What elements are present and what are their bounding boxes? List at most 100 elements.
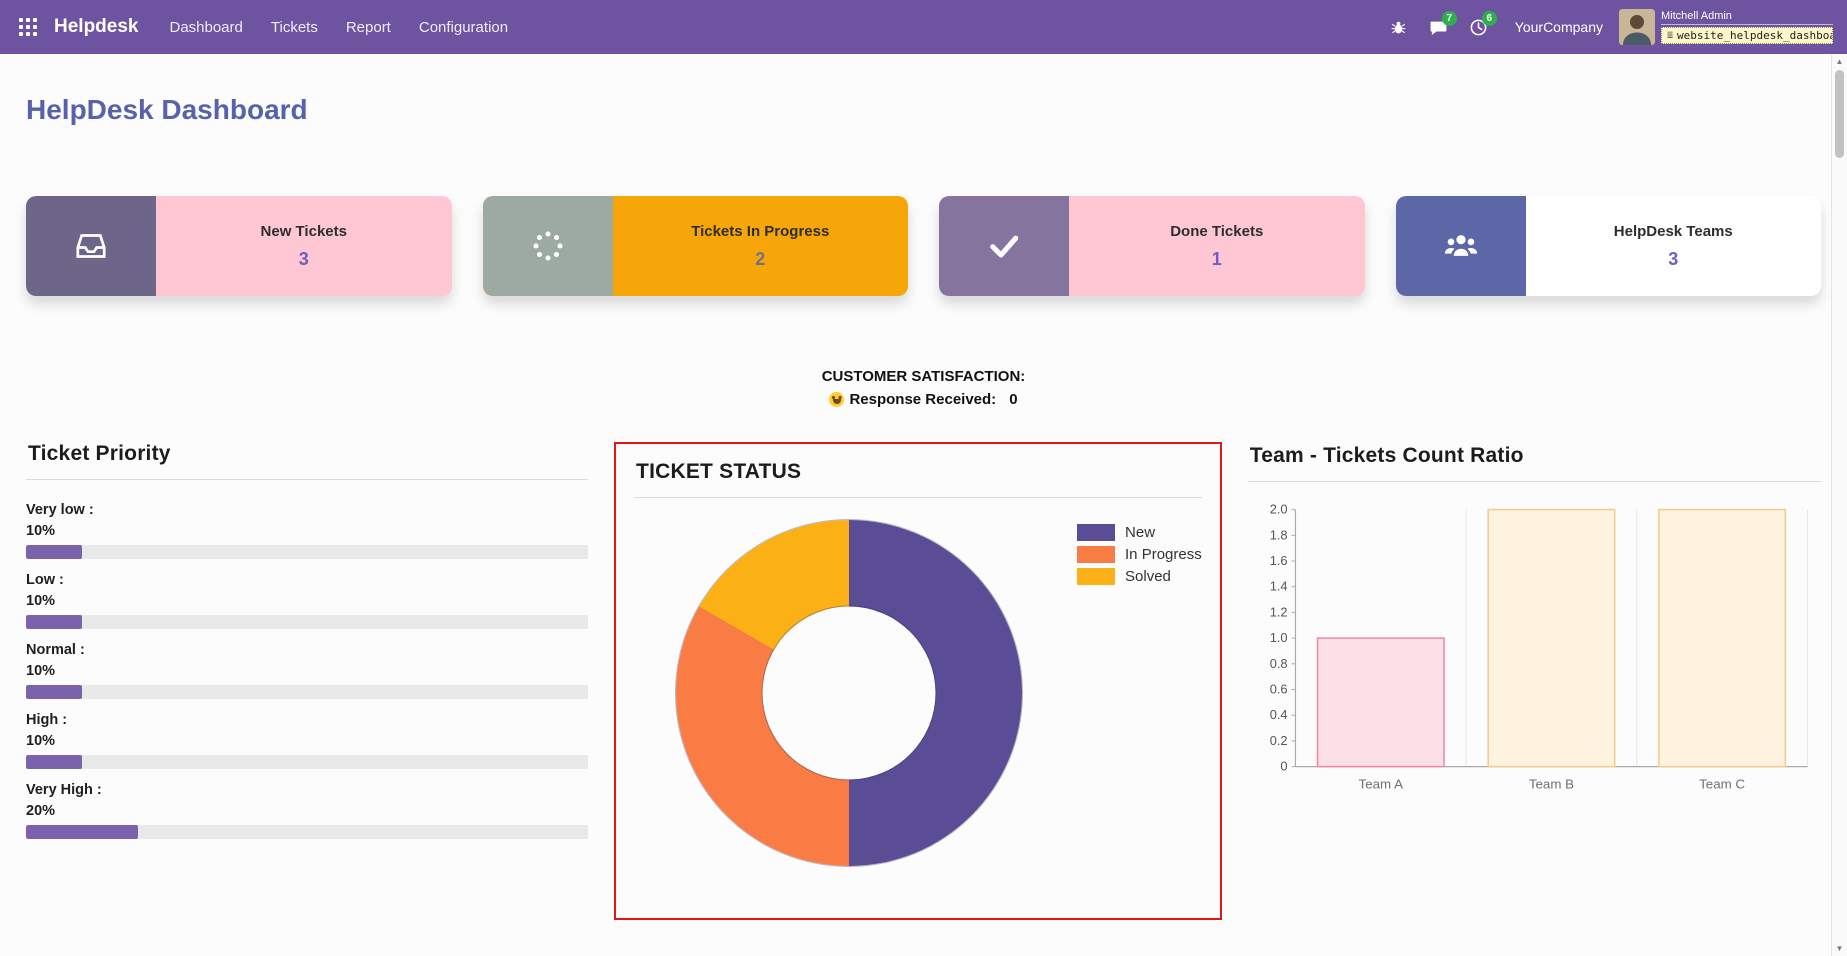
satisfaction-title: CUSTOMER SATISFACTION: bbox=[821, 368, 1026, 385]
svg-text:Team C: Team C bbox=[1699, 776, 1745, 791]
ticket-priority-title: Ticket Priority bbox=[26, 442, 589, 480]
svg-text:0.4: 0.4 bbox=[1269, 707, 1287, 722]
scroll-down-arrow[interactable]: ▼ bbox=[1835, 944, 1844, 953]
page-title: HelpDesk Dashboard bbox=[26, 94, 308, 125]
svg-text:2.0: 2.0 bbox=[1269, 502, 1287, 517]
priority-label: Normal : bbox=[26, 642, 85, 658]
legend-label: In Progress bbox=[1125, 546, 1202, 563]
svg-text:1.6: 1.6 bbox=[1269, 553, 1287, 568]
priority-percent: 10% bbox=[26, 663, 56, 679]
bar-team-c bbox=[1657, 508, 1786, 768]
kpi-card-new-tickets[interactable]: New Tickets 3 bbox=[26, 196, 452, 296]
satisfaction-response-line: Response Received: 0 bbox=[0, 391, 1847, 408]
legend-item-in-progress: In Progress bbox=[1077, 546, 1202, 563]
svg-text:0.6: 0.6 bbox=[1269, 681, 1287, 696]
priority-progress-fill bbox=[26, 615, 83, 629]
bug-icon[interactable] bbox=[1381, 9, 1417, 45]
menu-item-report[interactable]: Report bbox=[345, 18, 391, 36]
bar-team-b bbox=[1487, 508, 1616, 768]
svg-text:0.2: 0.2 bbox=[1269, 733, 1287, 748]
inbox-icon bbox=[26, 196, 156, 296]
legend-label: New bbox=[1125, 524, 1156, 541]
spinner-icon bbox=[482, 196, 613, 296]
priority-progressbar bbox=[26, 545, 589, 559]
priority-progressbar bbox=[26, 685, 589, 699]
bar-team-a bbox=[1316, 637, 1445, 768]
vertical-scrollbar[interactable]: ▲ ▼ bbox=[1831, 54, 1847, 956]
priority-item: Very low : 10% bbox=[26, 500, 589, 559]
kpi-value: 2 bbox=[755, 248, 766, 269]
svg-text:1.2: 1.2 bbox=[1269, 604, 1287, 619]
svg-text:0.8: 0.8 bbox=[1269, 656, 1287, 671]
svg-text:0: 0 bbox=[1280, 759, 1287, 774]
priority-progressbar bbox=[26, 755, 589, 769]
navbar-right: 7 6 YourCompany Mitchell Admin bbox=[1381, 9, 1833, 45]
priority-label: High : bbox=[26, 712, 68, 728]
priority-label: Low : bbox=[26, 572, 64, 588]
scroll-up-arrow[interactable]: ▲ bbox=[1835, 57, 1844, 66]
kpi-card-body: HelpDesk Teams 3 bbox=[1526, 196, 1822, 296]
priority-item: Normal : 10% bbox=[26, 640, 589, 699]
priority-progress-fill bbox=[26, 685, 83, 699]
priority-progress-fill bbox=[26, 825, 139, 839]
chat-bubble-icon[interactable]: 7 bbox=[1421, 9, 1457, 45]
menu-item-dashboard[interactable]: Dashboard bbox=[169, 18, 243, 36]
user-name: Mitchell Admin bbox=[1661, 9, 1833, 25]
ticket-priority-panel: Ticket Priority Very low :10% Low :10% Nor… bbox=[26, 442, 589, 850]
database-indicator: ≣ website_helpdesk_dashboa... bbox=[1661, 27, 1833, 44]
app-brand[interactable]: Helpdesk bbox=[54, 16, 139, 37]
svg-text:Team A: Team A bbox=[1358, 776, 1403, 791]
kpi-label: New Tickets bbox=[260, 222, 347, 240]
kpi-card-helpdesk-teams[interactable]: HelpDesk Teams 3 bbox=[1395, 196, 1822, 296]
kpi-card-body: Done Tickets 1 bbox=[1069, 196, 1365, 296]
svg-text:Team B: Team B bbox=[1529, 776, 1574, 791]
ticket-status-panel: TICKET STATUS New In Progress Solved bbox=[614, 442, 1222, 920]
legend-swatch bbox=[1077, 568, 1116, 585]
priority-item: High : 10% bbox=[26, 710, 589, 769]
priority-item: Low : 10% bbox=[26, 570, 589, 629]
messages-count-badge: 7 bbox=[1441, 11, 1457, 26]
main-menu: Dashboard Tickets Report Configuration bbox=[156, 10, 521, 45]
kpi-label: Done Tickets bbox=[1170, 222, 1264, 240]
kpi-value: 3 bbox=[298, 248, 309, 269]
menu-item-configuration[interactable]: Configuration bbox=[418, 18, 509, 36]
apps-grid-icon[interactable] bbox=[8, 7, 48, 47]
donut-legend: New In Progress Solved bbox=[1077, 524, 1202, 585]
team-tickets-ratio-title: Team - Tickets Count Ratio bbox=[1247, 444, 1821, 482]
kpi-card-body: Tickets In Progress 2 bbox=[613, 196, 909, 296]
priority-item: Very High : 20% bbox=[26, 780, 589, 839]
priority-list: Very low : 10% Low : 10% Normal : 10% High : 10… bbox=[26, 500, 589, 839]
kpi-card-done-tickets[interactable]: Done Tickets 1 bbox=[939, 196, 1365, 296]
user-menu[interactable]: Mitchell Admin ≣ website_helpdesk_dashbo… bbox=[1619, 9, 1833, 45]
team-tickets-ratio-panel: Team - Tickets Count Ratio 0 0.2 0.4 0.6 0.8… bbox=[1247, 442, 1821, 804]
kpi-card-body: New Tickets 3 bbox=[156, 196, 452, 296]
dashboard-main: HelpDesk Dashboard New Tickets 3 Tickets I… bbox=[0, 94, 1847, 920]
database-name: website_helpdesk_dashboa... bbox=[1677, 29, 1832, 42]
smiley-face-icon bbox=[829, 392, 845, 407]
kpi-card-tickets-in-progress[interactable]: Tickets In Progress 2 bbox=[482, 196, 909, 296]
menu-item-tickets[interactable]: Tickets bbox=[270, 18, 318, 36]
legend-swatch bbox=[1077, 546, 1116, 563]
team-tickets-bar-chart: 0 0.2 0.4 0.6 0.8 1.0 1.2 1.4 1.6 1.8 2.0 Team A Tea… bbox=[1269, 502, 1808, 791]
navbar-left: Helpdesk Dashboard Tickets Report Config… bbox=[8, 7, 521, 47]
priority-progressbar bbox=[26, 825, 589, 839]
legend-item-solved: Solved bbox=[1077, 568, 1202, 585]
priority-label: Very High : bbox=[26, 782, 102, 798]
top-navbar: Helpdesk Dashboard Tickets Report Config… bbox=[0, 0, 1847, 54]
priority-progressbar bbox=[26, 615, 589, 629]
scrollbar-thumb[interactable] bbox=[1835, 70, 1844, 158]
clock-icon[interactable]: 6 bbox=[1461, 9, 1497, 45]
response-received-value: 0 bbox=[1009, 391, 1018, 408]
response-received-label: Response Received: bbox=[849, 391, 997, 408]
legend-item-new: New bbox=[1077, 524, 1202, 541]
ticket-status-donut-chart bbox=[676, 520, 1023, 866]
priority-progress-fill bbox=[26, 545, 83, 559]
avatar bbox=[1619, 9, 1655, 45]
database-icon: ≣ bbox=[1667, 29, 1674, 41]
customer-satisfaction-block: CUSTOMER SATISFACTION: Response Received… bbox=[0, 368, 1847, 408]
priority-label: Very low : bbox=[26, 502, 94, 518]
priority-percent: 10% bbox=[26, 523, 56, 539]
company-name[interactable]: YourCompany bbox=[1514, 19, 1603, 35]
team-icon bbox=[1395, 196, 1526, 296]
activities-count-badge: 6 bbox=[1481, 11, 1497, 26]
